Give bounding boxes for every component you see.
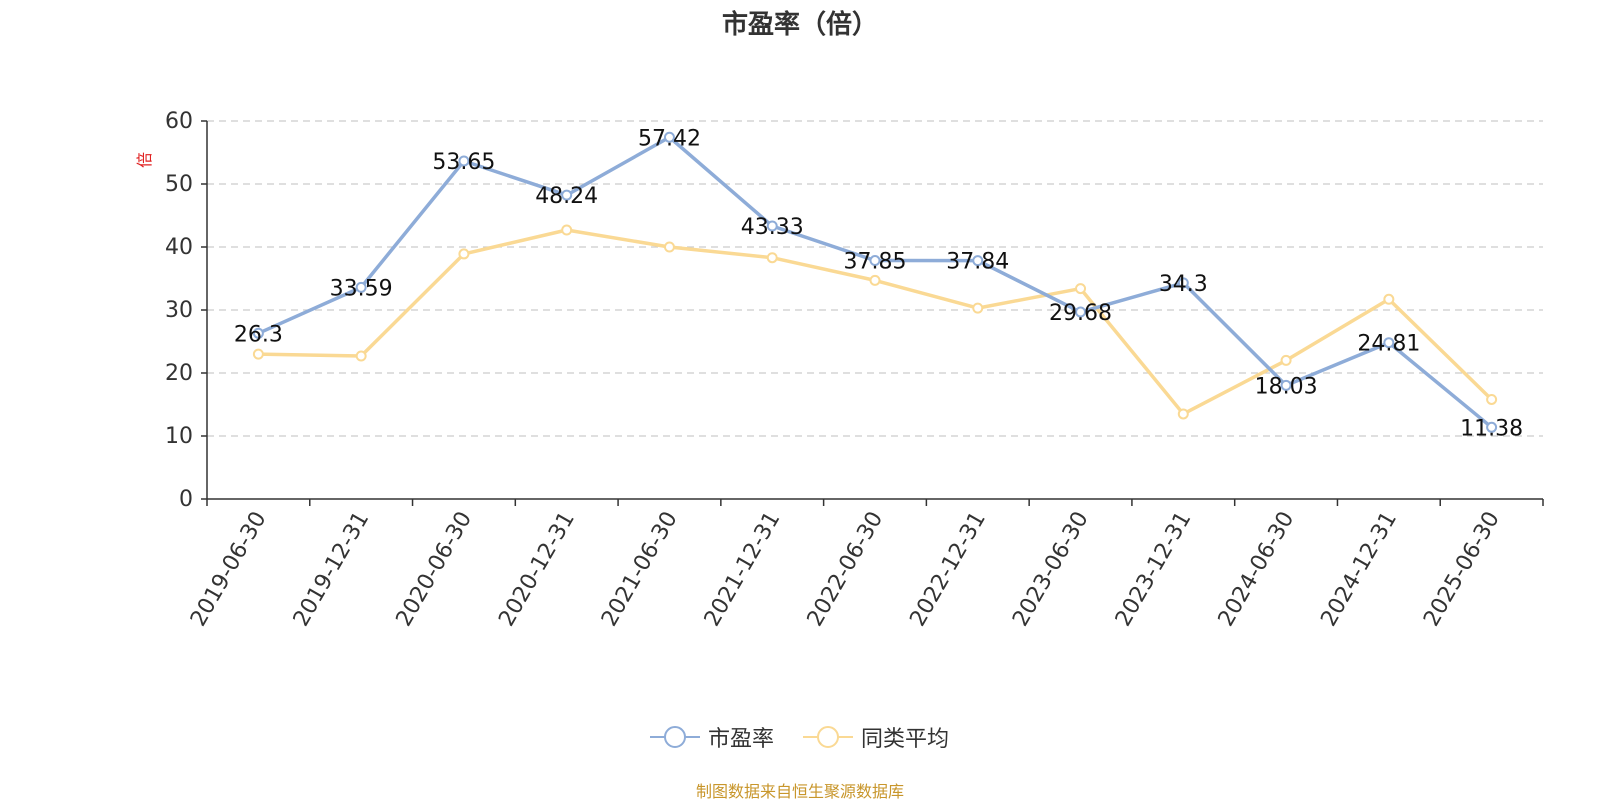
source-note: 制图数据来自恒生聚源数据库 — [695, 782, 904, 801]
legend-pe-icon — [650, 726, 700, 748]
point-pe — [972, 255, 984, 267]
y-tick-label: 30 — [165, 298, 193, 323]
point-pe — [1177, 277, 1189, 289]
point-pe — [458, 155, 470, 167]
data-label-pe: 11.38 — [1460, 416, 1523, 441]
y-tick-label: 40 — [165, 235, 193, 260]
y-tick-label: 50 — [165, 172, 193, 197]
point-pe — [869, 255, 881, 267]
point-pe — [252, 327, 264, 339]
x-tick-label: 2022-06-30 — [803, 508, 889, 631]
y-tick-label: 60 — [165, 109, 193, 134]
point-avg — [1280, 354, 1292, 366]
point-avg — [1486, 393, 1498, 405]
point-avg — [869, 274, 881, 286]
point-pe — [766, 220, 778, 232]
y-tick-label: 10 — [165, 424, 193, 449]
point-pe — [1280, 379, 1292, 391]
point-avg — [1075, 283, 1087, 295]
y-tick-label: 0 — [179, 487, 193, 512]
data-label-pe: 29.68 — [1049, 301, 1112, 326]
y-tick-label: 20 — [165, 361, 193, 386]
x-tick-label: 2020-12-31 — [494, 508, 580, 631]
data-label-pe: 34.3 — [1159, 272, 1208, 297]
x-tick-label: 2019-12-31 — [289, 508, 375, 631]
data-label-pe: 48.24 — [535, 184, 598, 209]
x-tick-label: 2022-12-31 — [905, 508, 991, 631]
point-pe — [663, 131, 675, 143]
x-tick-label: 2023-12-31 — [1111, 508, 1197, 631]
data-labels: 26.3 33.59 53.65 48.24 57.42 43.33 37.85 37.84 2… — [234, 126, 1523, 441]
point-avg — [1177, 408, 1189, 420]
point-avg — [972, 302, 984, 314]
point-avg — [1383, 293, 1395, 305]
data-label-pe: 43.33 — [741, 215, 804, 240]
legend-avg-label: 同类平均 — [861, 727, 950, 752]
y-axis-unit-label: 倍 — [135, 152, 154, 168]
point-pe — [561, 189, 573, 201]
x-tick-label: 2021-06-30 — [597, 508, 683, 631]
legend-avg-icon — [803, 726, 853, 748]
series-lines — [252, 131, 1498, 433]
point-pe — [355, 281, 367, 293]
chart-title: 市盈率（倍） — [721, 10, 878, 40]
data-label-pe: 18.03 — [1255, 374, 1318, 399]
point-avg — [561, 224, 573, 236]
data-label-pe: 53.65 — [432, 150, 495, 175]
point-avg — [458, 248, 470, 260]
point-pe — [1075, 306, 1087, 318]
grid-lines — [207, 120, 1543, 437]
x-tick-label: 2019-06-30 — [186, 508, 272, 631]
legend-item-pe[interactable]: 市盈率 — [650, 722, 774, 752]
point-avg — [355, 350, 367, 362]
x-tick-label: 2020-06-30 — [392, 508, 478, 631]
data-label-pe: 57.42 — [638, 126, 701, 151]
point-avg — [252, 348, 264, 360]
data-label-pe: 24.81 — [1357, 332, 1420, 357]
legend-item-avg[interactable]: 同类平均 — [803, 722, 949, 752]
x-tick-label: 2025-06-30 — [1419, 508, 1505, 631]
legend-pe-label: 市盈率 — [708, 727, 775, 752]
point-avg — [766, 252, 778, 264]
data-label-pe: 37.85 — [844, 250, 907, 275]
data-label-pe: 26.3 — [234, 322, 283, 347]
x-tick-label: 2021-12-31 — [700, 508, 786, 631]
data-label-pe: 37.84 — [946, 250, 1009, 275]
data-label-pe: 33.59 — [330, 276, 393, 301]
x-tick-label: 2024-06-30 — [1214, 508, 1300, 631]
point-avg — [663, 241, 675, 253]
x-tick-label: 2023-06-30 — [1008, 508, 1094, 631]
point-pe — [1383, 337, 1395, 349]
axes: 0 10 20 30 40 50 60 倍 2019-06-30 2019-12-31 2020-0… — [135, 109, 1544, 631]
x-tick-label: 2024-12-31 — [1316, 508, 1402, 631]
point-pe — [1486, 421, 1498, 433]
